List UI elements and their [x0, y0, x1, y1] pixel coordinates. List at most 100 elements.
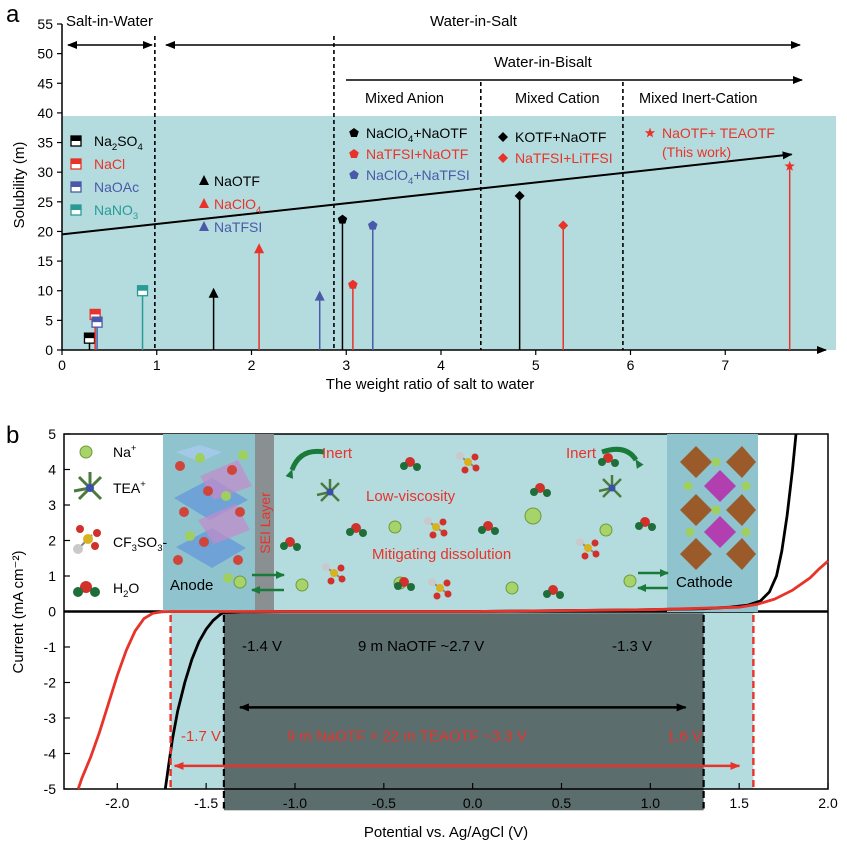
inert-curved-arrow-left: [285, 448, 325, 479]
panel-b-x-tick-label: -1.5: [194, 795, 218, 811]
panel-a-bar-marker: [254, 243, 265, 254]
sodium-ion-icon: [233, 575, 247, 589]
panel-a-y-tick-label: 35: [37, 135, 53, 151]
sodium-ion-icon: [388, 520, 402, 534]
water-in-salt-label: Water-in-Salt: [430, 13, 518, 30]
panel-b-y-tick-label: 5: [48, 426, 56, 442]
panel-a-y-tick-label: 55: [37, 16, 53, 32]
panel-b-x-tick-label: -2.0: [105, 795, 129, 811]
sodium-ion-icon: [599, 523, 613, 537]
anode-crystal-icon: [173, 445, 252, 583]
panel-b-y-tick-label: 1: [48, 568, 56, 584]
panel-a-legend-label: NaOAc: [94, 179, 139, 195]
black-window-center-label: 9 m NaOTF ~2.7 V: [358, 638, 484, 655]
water-molecule-icon: [400, 457, 421, 471]
panel-a-bar-marker: [514, 190, 525, 201]
black-window-left-label: -1.4 V: [242, 638, 282, 655]
panel-b-x-tick-label: 1.0: [641, 795, 661, 811]
water-molecule-icon: [530, 483, 551, 497]
panel-a-legend-marker: [498, 153, 508, 163]
triflate-anion-icon: [576, 538, 600, 560]
panel-a-legend-label: (This work): [662, 144, 731, 160]
panel-a-legend-marker: [70, 135, 82, 147]
panel-a-legend-label: NaTFSI: [214, 219, 262, 235]
inert-label-right: Inert: [566, 445, 597, 462]
panel-a-x-tick-label: 1: [153, 357, 161, 373]
water-molecule-icon: [598, 453, 619, 467]
panel-a-bar-marker: [314, 290, 325, 301]
water-molecule-icon: [543, 585, 564, 599]
panel-a-legend-marker: [70, 158, 82, 170]
panel-a-y-tick-label: 25: [37, 194, 53, 210]
panel-b-legend-label: H2O: [113, 580, 139, 600]
panel-a-legend-marker: [199, 198, 209, 208]
triflate-anion-icon: [424, 517, 448, 539]
panel-a-x-axis-label: The weight ratio of salt to water: [326, 376, 534, 393]
panel-b-y-tick-label: 2: [48, 533, 56, 549]
panel-a-bar-marker: [558, 220, 569, 231]
water-molecule-icon: [394, 577, 415, 591]
inert-label-left: Inert: [322, 445, 353, 462]
red-window-center-label: 9 m NaOTF + 22 m TEAOTF ~3.3 V: [287, 728, 527, 745]
panel-a-legend-marker: [70, 181, 82, 193]
panel-a-region-dividers: [154, 36, 624, 350]
panel-a-legend-marker: [349, 149, 359, 158]
triflate-anion-icon: [428, 578, 452, 600]
panel-b-y-tick-label: -3: [44, 710, 57, 726]
panel-b-y-axis-label: Current (mA cm⁻²): [10, 551, 27, 674]
panel-a-legend-label: KOTF+NaOTF: [515, 129, 606, 145]
panel-a-legend-marker: [349, 170, 359, 179]
panel-a-y-tick-label: 20: [37, 223, 53, 239]
panel-a-legend-marker: [498, 132, 508, 142]
panel-a-x-tick-label: 3: [342, 357, 350, 373]
electrolyte-molecules: [233, 452, 656, 600]
panel-a-legend-marker: [199, 175, 209, 185]
panel-b: b -5 -4 -3 -2 -1 0 1 2 3 4 5 -2.0 -1.5 -1.0 -0.5 0.0 0.5…: [6, 422, 838, 841]
panel-a-legend-label: NaClO4+NaOTF: [366, 125, 467, 145]
panel-b-y-tick-label: 3: [48, 497, 56, 513]
red-window-left-label: -1.7 V: [181, 728, 221, 745]
panel-b-y-tick-label: -5: [44, 781, 57, 797]
sodium-ion-icon: [623, 574, 637, 588]
panel-a-y-tick-label: 5: [45, 312, 53, 328]
panel-a-x-tick-label: 2: [248, 357, 256, 373]
sodium-ion-icon: [524, 507, 542, 525]
panel-b-curve: [76, 560, 829, 790]
red-window-right-label: 1.6 V: [667, 728, 702, 745]
panel-b-y-tick-label: -2: [44, 675, 57, 691]
panel-b-label: b: [6, 422, 19, 449]
sodium-ion-icon: [505, 581, 519, 595]
panel-b-x-tick-label: -0.5: [372, 795, 396, 811]
panel-a-legend-marker: [644, 127, 656, 138]
mixed-anion-label: Mixed Anion: [365, 91, 444, 107]
panel-a-label: a: [6, 1, 20, 28]
sodium-ion-icon: [295, 578, 309, 592]
panel-b-windows: [169, 615, 755, 809]
panel-a-bar-marker: [348, 279, 358, 289]
panel-b-y-tick-label: -4: [44, 746, 57, 762]
panel-a-marks: [83, 160, 795, 350]
cathode-label: Cathode: [676, 574, 733, 591]
panel-b-y-tick-label: 0: [48, 604, 56, 620]
mitigating-dissolution-label: Mitigating dissolution: [372, 546, 511, 563]
water-molecule-icon: [280, 537, 301, 551]
mixed-cation-label: Mixed Cation: [515, 91, 600, 107]
panel-a-y-tick-label: 0: [45, 342, 53, 358]
panel-a-y-tick-label: 30: [37, 164, 53, 180]
panel-a-x-tick-label: 4: [437, 357, 445, 373]
panel-a-x-tick-label: 6: [627, 357, 635, 373]
panel-a-legend-label: NaCl: [94, 156, 125, 172]
panel-a-trend-line: [61, 151, 793, 236]
salt-in-water-label: Salt-in-Water: [66, 13, 153, 30]
panel-b-legend-label: CF3SO3-: [113, 534, 168, 554]
anode-label: Anode: [170, 577, 213, 594]
low-viscosity-label: Low-viscosity: [366, 488, 456, 505]
panel-a-y-axis-label: Solubility (m): [11, 142, 28, 229]
panel-a-y-tick-label: 15: [37, 253, 53, 269]
inert-curved-arrow-right: [601, 446, 644, 469]
panel-b-legend: Na+ TEA+ CF3SO3- H2O: [73, 443, 168, 600]
sei-layer-label: SEI Layer: [257, 492, 273, 554]
panel-a-shaded-region: [62, 116, 836, 350]
panel-a-y-tick-label: 10: [37, 283, 53, 299]
